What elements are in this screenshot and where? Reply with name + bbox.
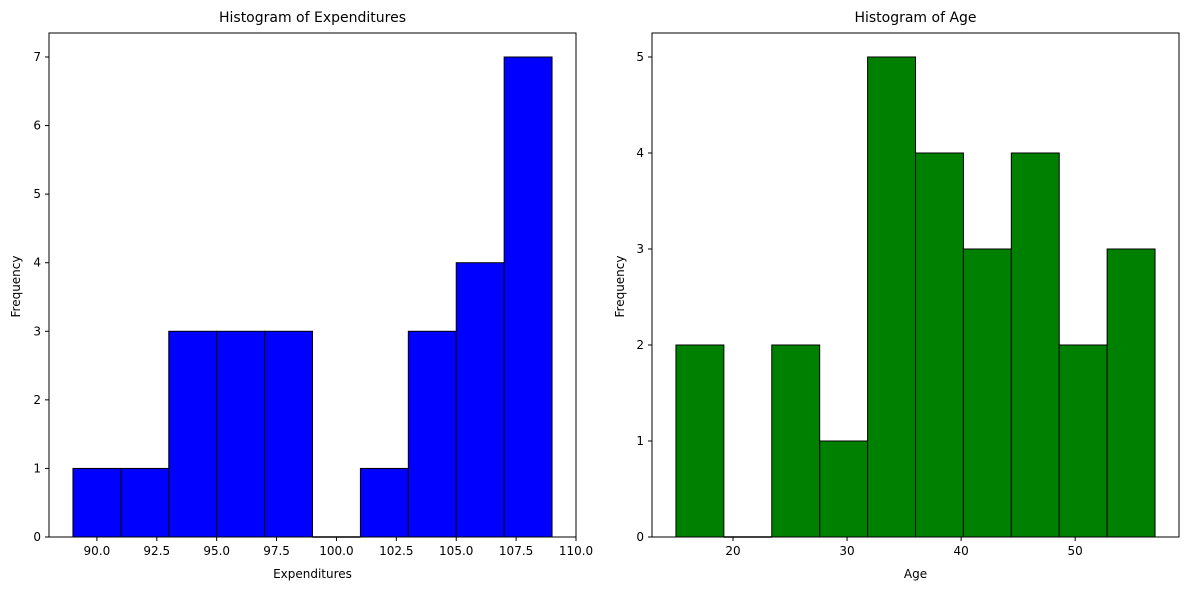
x-tick-label: 30 [839, 544, 854, 558]
histogram-bar [771, 344, 821, 538]
y-tick-label: 1 [33, 461, 41, 475]
x-tick-label: 107.5 [499, 544, 533, 558]
x-tick-label: 97.5 [263, 544, 290, 558]
axes-frame [48, 32, 577, 538]
x-tick-label: 92.5 [143, 544, 170, 558]
x-tick-label: 90.0 [84, 544, 111, 558]
histogram-bar [72, 467, 122, 538]
histogram-bar [675, 344, 725, 538]
chart-title: Histogram of Expenditures [219, 10, 406, 26]
x-tick-label: 40 [953, 544, 968, 558]
histogram-bar [962, 248, 1012, 538]
x-tick-label: 50 [1068, 544, 1083, 558]
x-tick-label: 105.0 [439, 544, 473, 558]
y-tick-label: 3 [636, 242, 644, 256]
histogram-bar [915, 152, 964, 538]
histogram-bar [216, 330, 266, 538]
x-axis-label: Expenditures [273, 567, 352, 581]
histogram-bar [1106, 248, 1156, 538]
chart-title: Histogram of Age [854, 10, 976, 26]
x-tick-label: 95.0 [203, 544, 230, 558]
x-axis-label: Age [904, 567, 927, 581]
histogram-bar [264, 330, 314, 538]
y-tick-label: 5 [33, 187, 41, 201]
x-tick-label: 110.0 [559, 544, 593, 558]
histogram-bar [455, 262, 505, 538]
histogram-bar [1010, 152, 1060, 538]
y-tick-label: 5 [636, 50, 644, 64]
histogram-bar [407, 330, 457, 538]
histogram-bar [359, 467, 409, 538]
x-tick-label: 102.5 [379, 544, 413, 558]
axes-frame [651, 32, 1180, 538]
y-tick-label: 2 [636, 338, 644, 352]
histogram-bar [168, 330, 218, 538]
histogram-bar [867, 56, 916, 538]
y-tick-label: 4 [636, 146, 644, 160]
plot-area: 20 30 40 50 0 1 2 3 4 5 [636, 32, 1180, 558]
y-axis-label: Frequency [613, 256, 627, 318]
x-tick-label: 20 [725, 544, 740, 558]
y-tick-label: 7 [33, 50, 41, 64]
chart-expenditures: Histogram of Expenditures 90.0 92.5 95.0 97… [9, 10, 593, 581]
x-tick-label: 100.0 [319, 544, 353, 558]
y-tick-label: 4 [33, 256, 41, 270]
y-tick-label: 0 [636, 530, 644, 544]
y-tick-label: 3 [33, 324, 41, 338]
histogram-bar [503, 56, 553, 538]
y-tick-label: 6 [33, 119, 41, 133]
histogram-bar [120, 467, 170, 538]
plot-area: 90.0 92.5 95.0 97.5 100.0 102.5 105.0 107.5 110.… [33, 32, 593, 558]
y-tick-label: 1 [636, 434, 644, 448]
y-tick-label: 0 [33, 530, 41, 544]
histogram-bar [819, 440, 869, 538]
y-tick-label: 2 [33, 393, 41, 407]
chart-age: Histogram of Age 20 30 40 50 0 1 2 3 4 5 Age Freq… [613, 10, 1180, 581]
y-axis-label: Frequency [9, 256, 23, 318]
histogram-bar [1058, 344, 1108, 538]
